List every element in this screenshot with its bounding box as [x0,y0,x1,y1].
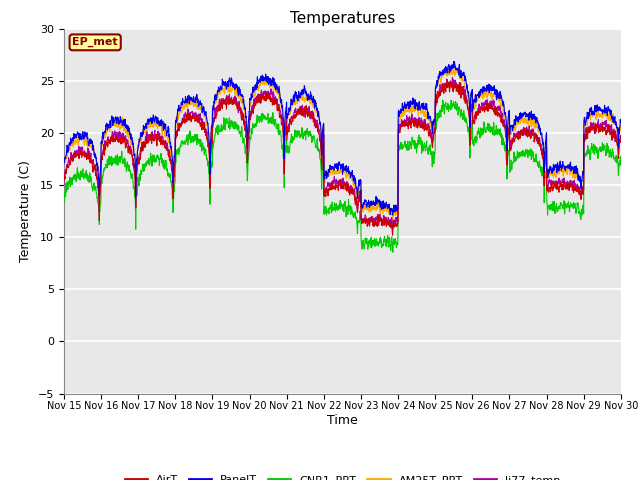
Y-axis label: Temperature (C): Temperature (C) [19,160,33,262]
Title: Temperatures: Temperatures [290,11,395,26]
Text: EP_met: EP_met [72,37,118,48]
X-axis label: Time: Time [327,414,358,427]
Legend: AirT, PanelT, CNR1_PRT, AM25T_PRT, li77_temp: AirT, PanelT, CNR1_PRT, AM25T_PRT, li77_… [120,470,564,480]
